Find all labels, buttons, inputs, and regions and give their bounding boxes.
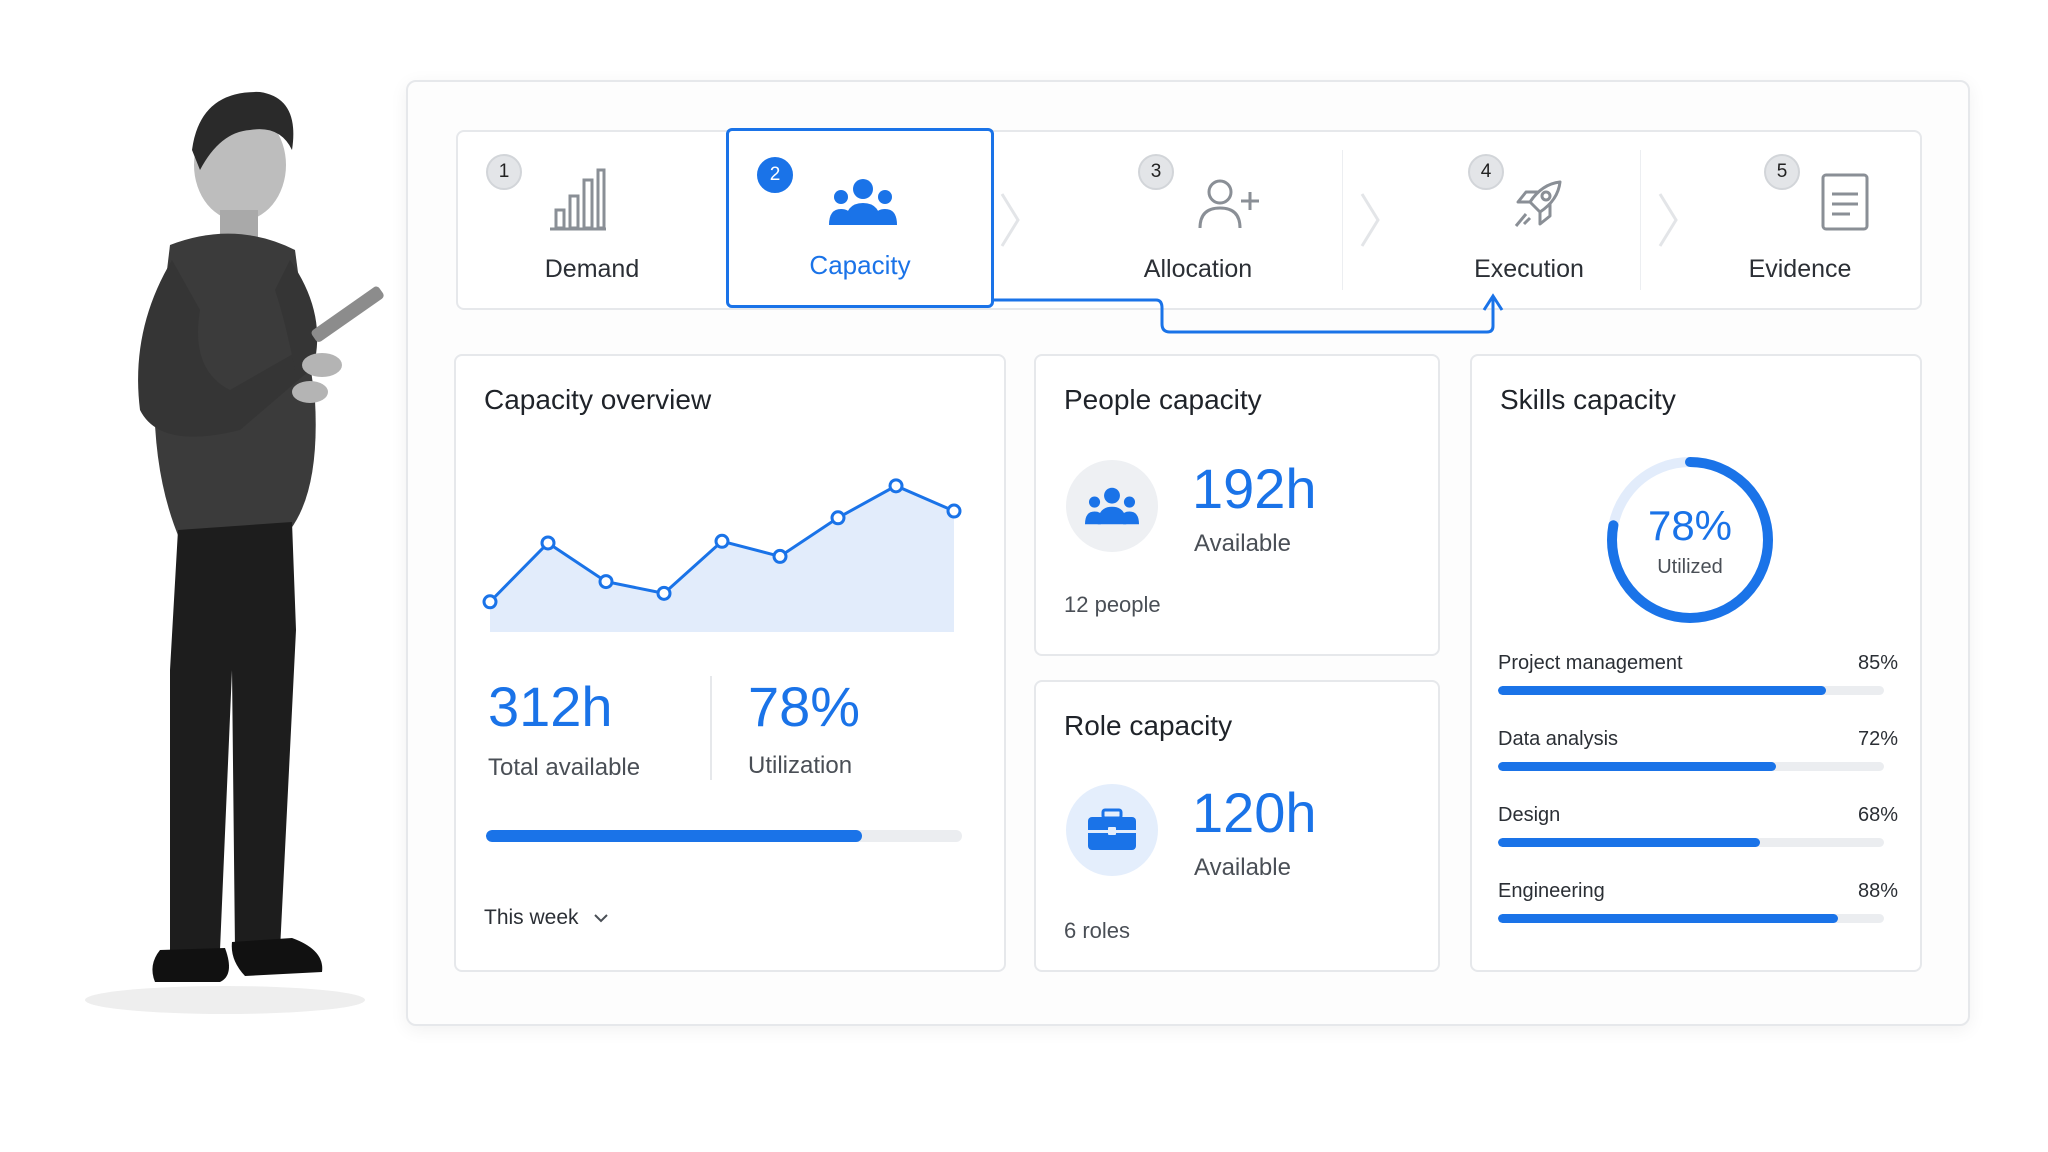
people-avatar-circle [1066, 460, 1158, 552]
chart-point [656, 585, 672, 601]
person-add-icon [1198, 179, 1259, 229]
utilization-progress-fill [486, 830, 863, 842]
chart-point [482, 594, 498, 610]
role-hours-label: Available [1194, 854, 1291, 881]
capacity-dashboard-panel: 1 Demand 2 [406, 80, 1970, 1026]
step-label: Allocation [1143, 255, 1253, 283]
step-number: 5 [1764, 154, 1800, 190]
chevron-right-icon [1360, 193, 1380, 247]
skills-capacity-card: Skills capacity 78% Utilized Project man… [1470, 354, 1922, 972]
step-label: Evidence [1748, 255, 1852, 283]
chevron-right-icon [1658, 193, 1678, 247]
people-hours-label: Available [1194, 530, 1291, 557]
skill-progress-fill [1498, 762, 1776, 771]
chart-point [540, 535, 556, 551]
chevron-right-icon [1000, 193, 1020, 247]
skill-name: Engineering [1498, 880, 1605, 902]
skill-progress-bar [1498, 762, 1884, 771]
capacity-trend-chart [482, 478, 962, 632]
utilization-value: 78% [748, 675, 861, 738]
chevron-down-icon [593, 914, 608, 923]
skill-progress-bar [1498, 838, 1884, 847]
people-group-icon [829, 179, 897, 225]
bar-chart-icon [550, 168, 606, 231]
people-group-icon [1085, 487, 1139, 525]
period-dropdown[interactable]: This week [484, 906, 609, 930]
step-allocation[interactable]: 3 Allocation [1018, 132, 1378, 308]
chart-point [830, 510, 846, 526]
role-hours-value: 120h [1192, 781, 1317, 844]
stat-divider [710, 676, 712, 780]
skill-percent: 85% [1857, 652, 1898, 674]
skill-percent: 68% [1857, 804, 1898, 826]
role-count: 6 roles [1064, 918, 1131, 943]
skill-progress-fill [1498, 914, 1838, 923]
donut-label: Utilized [1657, 556, 1723, 578]
skill-progress-fill [1498, 838, 1761, 847]
chart-point [714, 533, 730, 549]
step-capacity[interactable]: 2 Capacity [726, 128, 994, 308]
step-number: 3 [1138, 154, 1174, 190]
utilization-label: Utilization [748, 752, 853, 779]
chart-point [598, 574, 614, 590]
card-title: People capacity [1064, 384, 1262, 415]
donut-value: 78% [1647, 502, 1733, 549]
role-capacity-card: Role capacity 120h Available 6 roles [1034, 680, 1440, 972]
people-hours-value: 192h [1192, 457, 1317, 520]
step-number: 2 [757, 157, 793, 193]
skill-progress-bar [1498, 914, 1884, 923]
role-avatar-circle [1066, 784, 1158, 876]
chart-area [490, 485, 954, 632]
step-demand[interactable]: 1 Demand [458, 132, 726, 308]
period-dropdown-label: This week [484, 906, 579, 929]
card-title: Role capacity [1064, 710, 1233, 741]
step-divider [1342, 150, 1343, 290]
step-label: Demand [544, 255, 640, 283]
step-label: Execution [1474, 255, 1584, 283]
skill-percent: 72% [1857, 728, 1898, 750]
step-number: 4 [1468, 154, 1504, 190]
utilization-progress-bar [486, 830, 962, 842]
briefcase-icon [1088, 808, 1136, 850]
document-icon [1821, 173, 1869, 231]
step-divider [1640, 150, 1641, 290]
skill-progress-bar [1498, 686, 1884, 695]
capacity-overview-card: Capacity overview 312h Total available 7… [454, 354, 1006, 972]
skill-progress-fill [1498, 686, 1827, 695]
card-title: Capacity overview [484, 384, 712, 415]
people-capacity-card: People capacity 192h Available 12 people [1034, 354, 1440, 656]
step-evidence[interactable]: 5 Evidence [1680, 132, 1920, 308]
chart-point [772, 548, 788, 564]
total-available-value: 312h [488, 675, 613, 738]
skill-name: Design [1498, 804, 1561, 826]
total-available-label: Total available [488, 754, 641, 781]
chart-point [888, 478, 904, 494]
card-title: Skills capacity [1500, 384, 1676, 415]
person-illustration [85, 91, 384, 1014]
skill-name: Data analysis [1498, 728, 1619, 750]
skill-name: Project management [1498, 652, 1683, 674]
utilization-donut: 78% Utilized [1602, 452, 1778, 628]
skill-percent: 88% [1857, 880, 1898, 902]
people-count: 12 people [1064, 592, 1161, 617]
step-label: Capacity [809, 250, 911, 280]
rocket-icon [1514, 180, 1562, 227]
workflow-stepper: 1 Demand 2 [456, 128, 1922, 310]
step-execution[interactable]: 4 Execution [1382, 132, 1676, 308]
chart-point [946, 503, 962, 519]
step-number: 1 [486, 154, 522, 190]
